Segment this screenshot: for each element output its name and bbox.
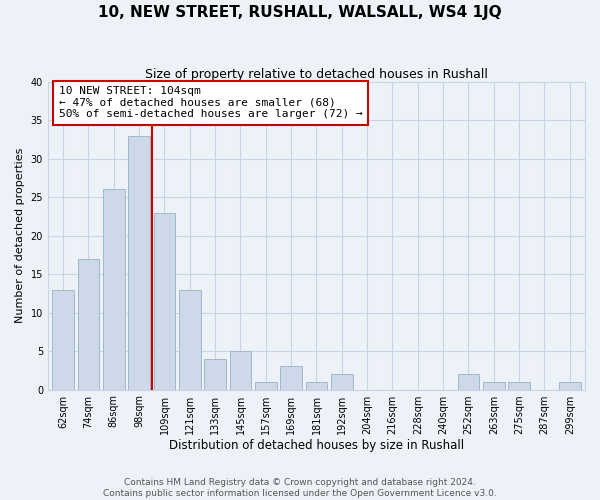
X-axis label: Distribution of detached houses by size in Rushall: Distribution of detached houses by size … [169, 440, 464, 452]
Bar [305, 382, 327, 390]
Bar [52, 290, 74, 390]
Bar [128, 136, 150, 390]
Bar [483, 382, 505, 390]
Bar [230, 351, 251, 390]
Bar [458, 374, 479, 390]
Bar [103, 190, 125, 390]
Bar [559, 382, 581, 390]
Y-axis label: Number of detached properties: Number of detached properties [15, 148, 25, 324]
Bar [280, 366, 302, 390]
Bar [154, 212, 175, 390]
Text: Contains HM Land Registry data © Crown copyright and database right 2024.
Contai: Contains HM Land Registry data © Crown c… [103, 478, 497, 498]
Title: Size of property relative to detached houses in Rushall: Size of property relative to detached ho… [145, 68, 488, 80]
Bar [331, 374, 353, 390]
Bar [77, 258, 99, 390]
Bar [508, 382, 530, 390]
Text: 10, NEW STREET, RUSHALL, WALSALL, WS4 1JQ: 10, NEW STREET, RUSHALL, WALSALL, WS4 1J… [98, 5, 502, 20]
Bar [255, 382, 277, 390]
Bar [179, 290, 200, 390]
Text: 10 NEW STREET: 104sqm
← 47% of detached houses are smaller (68)
50% of semi-deta: 10 NEW STREET: 104sqm ← 47% of detached … [59, 86, 362, 120]
Bar [205, 359, 226, 390]
